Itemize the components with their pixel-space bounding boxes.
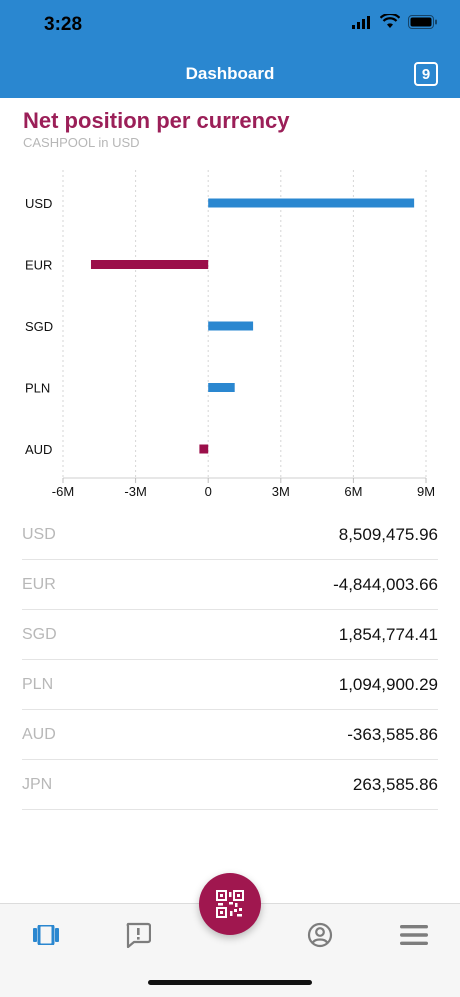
chart-title: Net position per currency xyxy=(23,108,290,133)
navigation-bar: Dashboard 9 xyxy=(0,50,460,98)
x-tick-label: 9M xyxy=(417,484,435,499)
y-category-label: SGD xyxy=(25,319,53,334)
list-item[interactable]: USD 8,509,475.96 xyxy=(22,510,438,560)
bar-sgd xyxy=(208,321,254,331)
bar-eur xyxy=(90,260,209,269)
tab-messages[interactable] xyxy=(121,918,155,952)
chart-subtitle: CASHPOOL in USD xyxy=(23,135,140,150)
currency-code: SGD xyxy=(22,625,57,643)
position-list: USD 8,509,475.96 EUR -4,844,003.66 SGD 1,854,… xyxy=(22,510,438,810)
currency-amount: 1,854,774.41 xyxy=(338,624,438,644)
user-circle-icon xyxy=(307,922,333,948)
qr-code-icon xyxy=(216,890,244,918)
notification-badge[interactable]: 9 xyxy=(414,62,438,86)
wifi-icon xyxy=(380,14,400,28)
currency-amount: 263,585.86 xyxy=(352,774,438,794)
dashboard-icon xyxy=(33,925,59,945)
battery-icon xyxy=(408,14,437,29)
currency-code: EUR xyxy=(22,575,56,593)
currency-code: JPN xyxy=(22,775,53,793)
message-alert-icon xyxy=(126,922,151,948)
net-position-chart: -6M -3M 0 3M 6M 9M USD EUR SGD PLN AUD xyxy=(25,170,435,499)
status-icons xyxy=(352,14,438,29)
y-category-label: PLN xyxy=(25,381,50,396)
bar-usd xyxy=(208,198,415,208)
list-item[interactable]: EUR -4,844,003.66 xyxy=(22,560,438,610)
x-tick-label: 6M xyxy=(344,484,362,499)
page-title: Dashboard xyxy=(185,64,275,83)
x-tick-label: 0 xyxy=(205,484,212,499)
signal-icon xyxy=(352,15,370,29)
status-time: 3:28 xyxy=(44,14,83,35)
y-category-label: USD xyxy=(25,196,52,211)
list-item[interactable]: AUD -363,585.86 xyxy=(22,710,438,760)
currency-amount: -363,585.86 xyxy=(347,724,438,744)
y-category-label: AUD xyxy=(25,442,52,457)
x-tick-label: -3M xyxy=(124,484,146,499)
status-bar: 3:28 xyxy=(0,0,460,50)
bar-pln xyxy=(208,383,235,392)
currency-code: AUD xyxy=(22,725,56,743)
y-category-label: EUR xyxy=(25,258,52,273)
list-item[interactable]: SGD 1,854,774.41 xyxy=(22,610,438,660)
tab-profile[interactable] xyxy=(303,918,337,952)
currency-code: PLN xyxy=(22,675,54,693)
currency-amount: 1,094,900.29 xyxy=(338,674,438,694)
list-item[interactable]: PLN 1,094,900.29 xyxy=(22,660,438,710)
menu-icon xyxy=(400,925,428,945)
x-tick-label: -6M xyxy=(52,484,74,499)
x-tick-label: 3M xyxy=(272,484,290,499)
currency-amount: 8,509,475.96 xyxy=(338,524,438,544)
bar-aud xyxy=(199,444,209,454)
currency-amount: -4,844,003.66 xyxy=(333,574,438,594)
scan-qr-button[interactable] xyxy=(199,873,261,935)
tab-menu[interactable] xyxy=(397,918,431,952)
list-item[interactable]: JPN 263,585.86 xyxy=(22,760,438,810)
home-indicator xyxy=(148,980,312,985)
tab-dashboard[interactable] xyxy=(29,918,63,952)
currency-code: USD xyxy=(22,525,56,543)
